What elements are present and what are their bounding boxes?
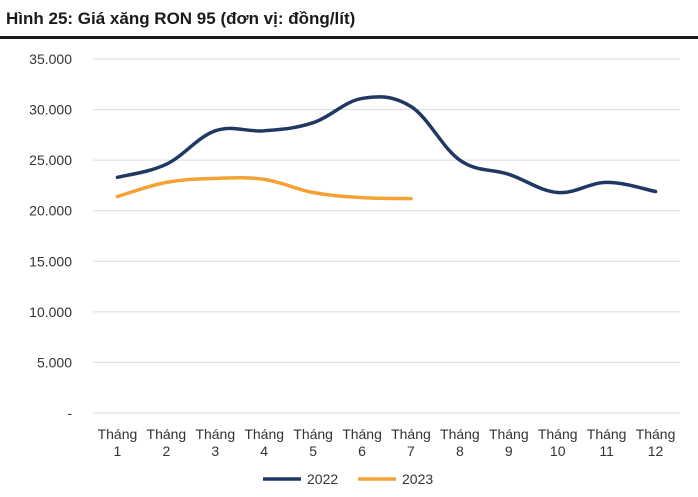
x-tick-label-11: Tháng 11: [587, 426, 627, 459]
legend-label-2023: 2023: [402, 471, 433, 487]
x-tick-label-2: Tháng 2: [147, 426, 187, 459]
x-tick-label-3: Tháng 3: [195, 426, 235, 459]
series-line-2023: [115, 175, 413, 201]
x-tick-label-9: Tháng 9: [489, 426, 529, 459]
series-lines: [115, 95, 658, 201]
y-tick-label-6: 30.000: [29, 102, 72, 118]
y-tick-label-5: 25.000: [29, 152, 72, 168]
x-tick-label-8: Tháng 8: [440, 426, 480, 459]
x-tick-label-6: Tháng 6: [342, 426, 382, 459]
figure-title: Hình 25: Giá xăng RON 95 (đơn vị: đồng/l…: [6, 9, 356, 28]
y-tick-label-1: 5.000: [37, 354, 72, 370]
series-line-2022: [115, 95, 658, 195]
x-tick-label-1: Tháng 1: [98, 426, 138, 459]
title-divider: [0, 36, 698, 39]
y-tick-label-7: 35.000: [29, 51, 72, 67]
legend: 2022 2023: [263, 471, 433, 487]
y-tick-label-3: 15.000: [29, 253, 72, 269]
y-axis-tick-labels: - 5.000 10.000 15.000 20.000 25.000 30.000 35.0…: [29, 51, 72, 421]
x-tick-label-10: Tháng 10: [538, 426, 578, 459]
y-tick-label-4: 20.000: [29, 203, 72, 219]
x-tick-label-12: Tháng 12: [636, 426, 676, 459]
y-tick-label-2: 10.000: [29, 304, 72, 320]
legend-label-2022: 2022: [307, 471, 338, 487]
x-tick-label-7: Tháng 7: [391, 426, 431, 459]
x-tick-label-5: Tháng 5: [293, 426, 333, 459]
y-tick-label-0: -: [67, 405, 72, 421]
grid-lines: [93, 58, 680, 414]
x-tick-label-4: Tháng 4: [244, 426, 284, 459]
